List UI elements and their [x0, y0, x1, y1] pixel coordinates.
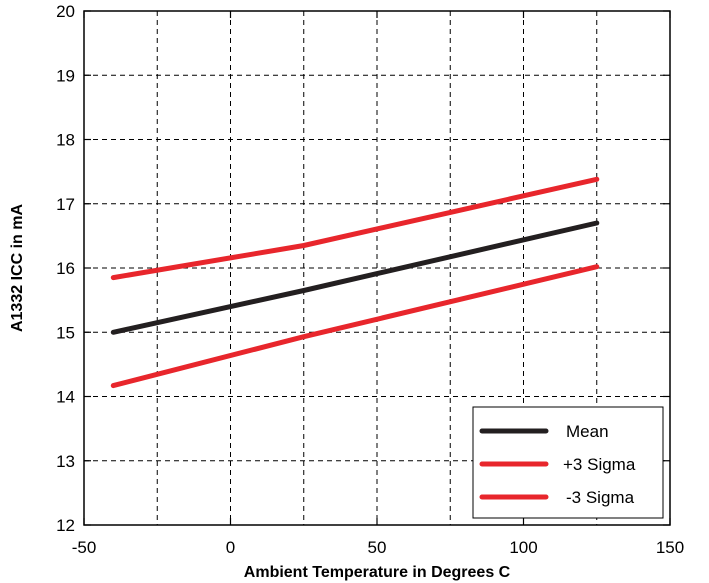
x-tick-label: -50: [72, 538, 97, 557]
y-tick-labels: 12 13 14 15 16 17 18 19 20: [56, 2, 75, 535]
legend-label-mean: Mean: [566, 422, 609, 441]
legend-label-plus-3-sigma: +3 Sigma: [563, 455, 636, 474]
x-tick-labels: -50 0 50 100 150: [72, 538, 684, 557]
y-tick-label: 20: [56, 2, 75, 21]
series-line-1: [110, 176, 600, 281]
y-tick-label: 13: [56, 452, 75, 471]
x-tick-label: 0: [226, 538, 235, 557]
y-tick-label: 17: [56, 195, 75, 214]
y-axis-label: A1332 ICC in mA: [9, 204, 26, 332]
legend-label-minus-3-sigma: -3 Sigma: [566, 488, 635, 507]
x-tick-label: 50: [368, 538, 387, 557]
x-tick-label: 100: [509, 538, 537, 557]
series-lines: [110, 176, 600, 389]
y-tick-label: 18: [56, 131, 75, 150]
y-tick-label: 12: [56, 516, 75, 535]
x-tick-label: 150: [656, 538, 684, 557]
x-axis-label: Ambient Temperature in Degrees C: [244, 564, 511, 581]
legend: Mean +3 Sigma -3 Sigma: [472, 406, 664, 519]
series-line-2: [110, 264, 600, 389]
y-tick-label: 16: [56, 259, 75, 278]
y-tick-label: 15: [56, 323, 75, 342]
y-tick-label: 19: [56, 66, 75, 85]
series-line-0: [110, 220, 600, 335]
axis-ticks: [83, 10, 671, 526]
y-tick-label: 14: [56, 388, 75, 407]
